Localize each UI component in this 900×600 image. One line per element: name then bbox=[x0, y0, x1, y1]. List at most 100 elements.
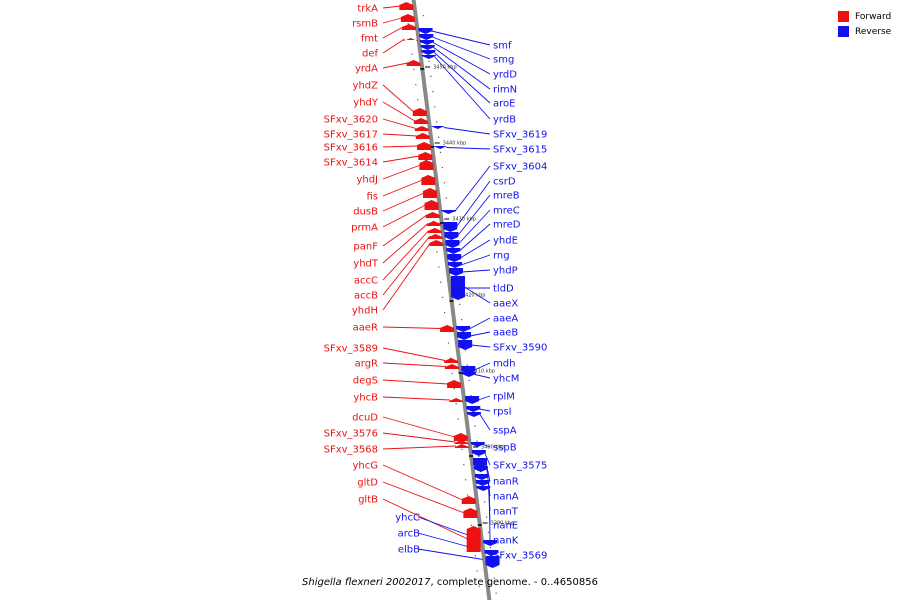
leader-line bbox=[382, 179, 423, 197]
forward-gene-arrow bbox=[463, 508, 478, 518]
leader-line bbox=[461, 269, 491, 273]
scale-dot bbox=[439, 151, 442, 153]
forward-gene-label: rsmB bbox=[352, 19, 378, 30]
leader-line bbox=[382, 101, 416, 122]
forward-gene-arrow bbox=[454, 444, 469, 448]
forward-swatch bbox=[838, 11, 849, 22]
leader-line bbox=[479, 408, 491, 412]
leader-line bbox=[382, 26, 404, 39]
legend-item-forward: Forward bbox=[838, 9, 891, 24]
legend: Forward Reverse bbox=[838, 9, 891, 39]
reverse-gene-label: aaeA bbox=[493, 314, 518, 325]
reverse-gene-arrow bbox=[461, 372, 476, 377]
forward-gene-label: dusB bbox=[353, 207, 378, 218]
leader-line bbox=[382, 347, 446, 361]
leader-line bbox=[382, 230, 430, 281]
reverse-gene-arrow bbox=[420, 45, 435, 50]
scale-dot bbox=[417, 99, 419, 101]
forward-gene-label: yhcB bbox=[353, 393, 378, 404]
scale-dot bbox=[453, 388, 455, 390]
forward-gene-label: SFxv_3589 bbox=[324, 344, 378, 355]
scale-dot bbox=[436, 251, 438, 253]
forward-gene-label: yrdA bbox=[355, 64, 378, 75]
forward-gene-arrow bbox=[418, 152, 433, 160]
forward-gene-arrow bbox=[449, 398, 464, 402]
forward-gene-label: SFxv_3568 bbox=[324, 445, 378, 456]
reverse-gene-arrow bbox=[421, 50, 436, 55]
leader-line bbox=[382, 464, 463, 501]
scale-dot bbox=[459, 303, 461, 305]
leader-line bbox=[382, 362, 446, 367]
forward-gene-arrow bbox=[429, 240, 444, 246]
leader-line bbox=[382, 145, 419, 148]
reverse-gene-arrow bbox=[473, 466, 488, 472]
leader-line bbox=[382, 242, 431, 311]
forward-gene-label: aaeR bbox=[353, 323, 378, 334]
kbp-label: 3410 kbp bbox=[471, 369, 495, 375]
scale-dot bbox=[436, 121, 438, 123]
leader-line bbox=[460, 254, 491, 266]
leader-line bbox=[432, 42, 491, 75]
leader-line bbox=[382, 84, 415, 113]
reverse-gene-label: mreD bbox=[493, 220, 521, 231]
reverse-gene-label: smf bbox=[493, 41, 512, 52]
forward-gene-label: argR bbox=[355, 359, 378, 370]
forward-gene-label: yhdT bbox=[353, 259, 379, 270]
forward-gene-label: fis bbox=[366, 192, 378, 203]
scale-dot bbox=[485, 516, 488, 518]
forward-gene-label: SFxv_3617 bbox=[324, 130, 378, 141]
leader-line bbox=[474, 374, 491, 379]
forward-gene-label: fmt bbox=[361, 34, 378, 45]
forward-gene-label: gltD bbox=[357, 478, 378, 489]
leader-line bbox=[382, 133, 417, 137]
forward-gene-arrow bbox=[428, 234, 443, 239]
kbp-label: 3430 kbp bbox=[452, 217, 476, 223]
scale-dot bbox=[470, 395, 472, 397]
minor-mark bbox=[477, 524, 482, 526]
reverse-gene-label: rplM bbox=[493, 392, 515, 403]
reverse-gene-arrow bbox=[471, 450, 486, 456]
forward-gene-label: dcuD bbox=[352, 413, 378, 424]
reverse-gene-arrow bbox=[470, 442, 485, 447]
scale-dot bbox=[474, 555, 476, 557]
scale-dot bbox=[428, 60, 430, 62]
scale-dot bbox=[415, 84, 417, 86]
reverse-gene-label: yhcM bbox=[493, 374, 519, 385]
leader-line bbox=[471, 344, 491, 348]
leader-line bbox=[382, 396, 451, 401]
reverse-gene-arrow bbox=[450, 284, 465, 289]
scale-dot bbox=[487, 531, 490, 533]
scale-dot bbox=[432, 91, 434, 93]
forward-gene-arrow bbox=[447, 380, 462, 388]
reverse-gene-label: yhdE bbox=[493, 236, 518, 247]
organism-name: Shigella flexneri 2002017 bbox=[302, 577, 431, 588]
scale-dot bbox=[430, 75, 432, 77]
leader-line bbox=[477, 395, 491, 401]
leader-line bbox=[382, 204, 426, 228]
reverse-gene-arrow bbox=[446, 248, 461, 254]
scale-dot bbox=[455, 403, 457, 405]
reverse-gene-label: tldD bbox=[493, 284, 514, 295]
legend-item-reverse: Reverse bbox=[838, 24, 891, 39]
scale-dot bbox=[444, 312, 446, 314]
forward-gene-arrow bbox=[453, 433, 468, 441]
leader-line bbox=[433, 47, 491, 90]
leader-line bbox=[457, 194, 491, 237]
reverse-gene-arrow bbox=[485, 558, 500, 564]
leader-line bbox=[469, 331, 491, 337]
leader-line bbox=[433, 52, 491, 104]
genome-range: , complete genome. - 0..4650856 bbox=[430, 577, 598, 588]
leader-line bbox=[382, 379, 449, 385]
leader-line bbox=[434, 56, 491, 120]
leader-line bbox=[382, 326, 442, 329]
forward-gene-arrow bbox=[417, 142, 432, 150]
kbp-label: 3390 kbp bbox=[491, 521, 515, 527]
reverse-gene-arrow bbox=[418, 28, 433, 34]
reverse-gene-label: aaeB bbox=[493, 328, 518, 339]
forward-gene-label: SFxv_3616 bbox=[324, 143, 378, 154]
forward-gene-label: gltB bbox=[358, 495, 378, 506]
forward-gene-arrow bbox=[403, 38, 418, 41]
leader-line bbox=[458, 209, 491, 245]
minor-mark bbox=[430, 146, 435, 148]
